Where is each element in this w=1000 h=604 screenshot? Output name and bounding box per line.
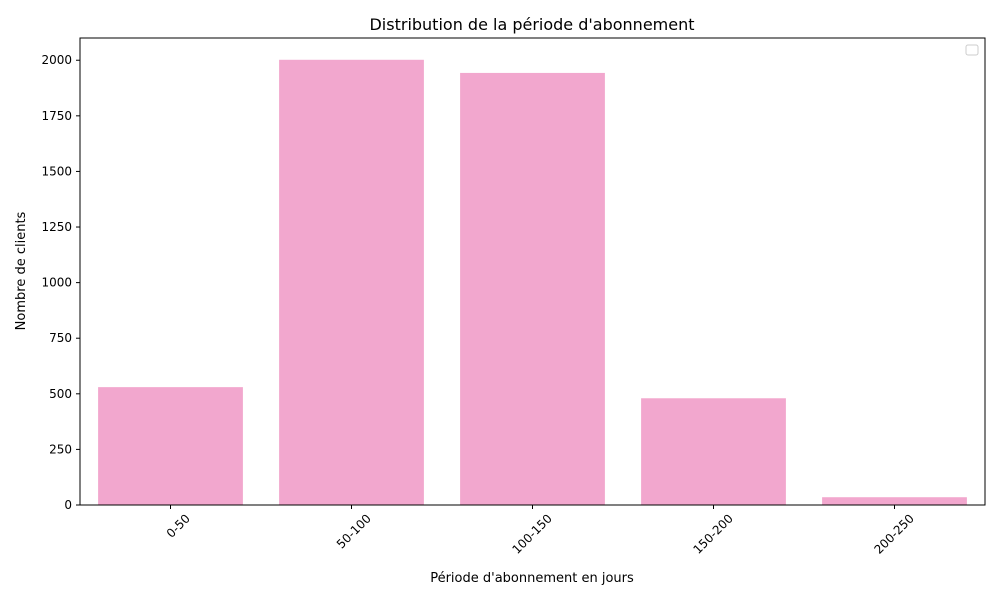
x-tick-label: 50-100 — [334, 511, 374, 551]
x-tick-label: 0-50 — [164, 511, 193, 540]
bar-150-200 — [641, 398, 786, 505]
bar-100-150 — [460, 72, 605, 505]
y-tick-label: 0 — [64, 498, 72, 512]
chart-title: Distribution de la période d'abonnement — [369, 15, 694, 34]
y-tick-label: 500 — [49, 387, 72, 401]
x-tick-label: 200-250 — [871, 511, 916, 556]
y-tick-label: 750 — [49, 331, 72, 345]
y-tick-label: 1000 — [41, 276, 72, 290]
x-axis: 0-50 50-100 100-150 150-200 200-250 — [164, 505, 917, 557]
bar-200-250 — [822, 497, 967, 505]
y-tick-label: 1750 — [41, 109, 72, 123]
y-axis: 0 250 500 750 1000 1250 1500 1750 2000 — [41, 53, 80, 512]
y-tick-label: 2000 — [41, 53, 72, 67]
y-tick-label: 1250 — [41, 220, 72, 234]
y-axis-label: Nombre de clients — [14, 211, 29, 330]
legend-box — [965, 44, 979, 56]
plot-frame — [79, 37, 986, 506]
bar-0-50 — [98, 387, 243, 505]
x-tick-label: 100-150 — [509, 511, 554, 556]
x-axis-label: Période d'abonnement en jours — [430, 571, 634, 586]
bar-50-100 — [279, 59, 424, 505]
y-tick-label: 1500 — [41, 164, 72, 178]
y-tick-label: 250 — [49, 442, 72, 456]
bars-group — [98, 59, 967, 505]
x-tick-label: 150-200 — [690, 511, 735, 556]
